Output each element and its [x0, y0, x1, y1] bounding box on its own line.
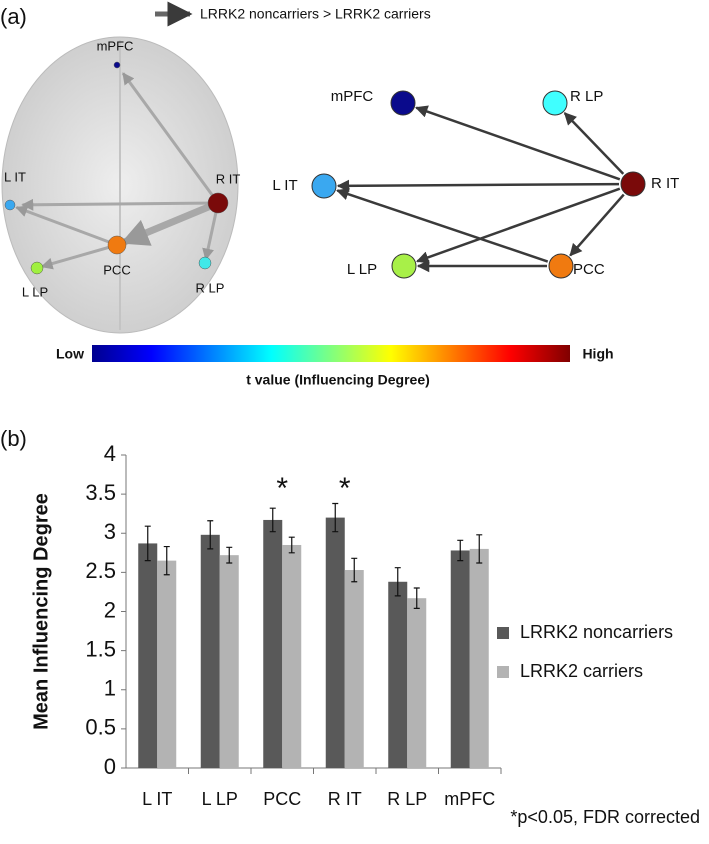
- brain-node: [107, 235, 127, 255]
- x-tick-label: R LP: [387, 789, 427, 809]
- brain-node-label: PCC: [103, 262, 130, 277]
- network-node: [390, 90, 416, 116]
- y-tick-label: 0: [104, 754, 116, 779]
- legend-label: LRRK2 noncarriers: [520, 622, 673, 642]
- error-bar: [332, 502, 339, 533]
- y-tick-label: 0.5: [85, 715, 116, 740]
- bar: [344, 570, 364, 768]
- y-tick-label: 3: [104, 519, 116, 544]
- network-node: [542, 90, 568, 116]
- network-edge: [336, 188, 549, 263]
- significance-marker: *: [339, 472, 351, 505]
- network-edge: [569, 193, 625, 257]
- error-bar: [351, 557, 358, 583]
- network-node-label: L IT: [272, 177, 297, 194]
- bar: [219, 555, 239, 768]
- legend-swatch: [497, 627, 509, 639]
- brain-edge: [121, 72, 220, 204]
- error-bar: [476, 534, 483, 564]
- legend-label: LRRK2 carriers: [520, 661, 643, 681]
- panel-label: (b): [0, 426, 27, 451]
- network-edge: [563, 112, 625, 175]
- network-node: [620, 171, 646, 197]
- brain-node-label: mPFC: [97, 38, 134, 53]
- error-bar: [269, 507, 276, 533]
- brain-node: [113, 61, 121, 69]
- note: *p<0.05, FDR corrected: [510, 807, 700, 827]
- network-node-label: mPFC: [331, 88, 374, 105]
- x-tick-label: mPFC: [444, 789, 495, 809]
- network-node-label: PCC: [573, 261, 605, 278]
- bar: [469, 548, 489, 768]
- brain-node: [30, 261, 44, 275]
- bar: [200, 534, 220, 768]
- x-tick-label: L LP: [202, 789, 238, 809]
- error-bar: [163, 545, 170, 576]
- network-edge: [415, 105, 621, 181]
- legend-text: LRRK2 noncarriers > LRRK2 carriers: [200, 6, 431, 22]
- bar: [407, 598, 427, 768]
- error-bar: [288, 536, 295, 554]
- colorbar-high: High: [582, 346, 613, 362]
- bar: [388, 581, 408, 768]
- network-node-label: R LP: [570, 88, 603, 105]
- brain-node-label: R LP: [196, 280, 225, 295]
- y-tick-label: 1: [104, 676, 116, 701]
- network-node-label: L LP: [347, 261, 377, 278]
- brain-node-label: L LP: [22, 284, 48, 299]
- colorbar-title: t value (Influencing Degree): [246, 372, 430, 388]
- bar: [450, 550, 470, 768]
- bar: [263, 519, 283, 768]
- x-tick-label: PCC: [263, 789, 301, 809]
- colorbar-low: Low: [56, 346, 84, 362]
- brain-node: [4, 199, 16, 211]
- colorbar: [92, 345, 570, 362]
- brain-node-label: L IT: [4, 169, 26, 184]
- network-node-label: R IT: [651, 175, 679, 192]
- brain-edge: [21, 198, 219, 211]
- legend-swatch: [497, 666, 509, 678]
- brain-edge: [40, 243, 118, 270]
- bar: [282, 544, 302, 768]
- x-tick-label: L IT: [142, 789, 172, 809]
- panel-label: (a): [0, 4, 27, 29]
- y-tick-label: 2.5: [85, 558, 116, 583]
- error-bar: [457, 539, 464, 562]
- error-bar: [207, 520, 214, 550]
- brain-node: [207, 192, 229, 214]
- network-node: [548, 253, 574, 279]
- x-tick-label: R IT: [328, 789, 362, 809]
- network-edge: [336, 179, 620, 193]
- significance-marker: *: [276, 472, 288, 505]
- y-tick-label: 1.5: [85, 636, 116, 661]
- brain-edge: [120, 199, 220, 246]
- error-bar: [394, 567, 401, 597]
- brain-edge: [15, 205, 118, 247]
- error-bar: [144, 525, 151, 562]
- network-edge: [416, 187, 621, 264]
- brain-node-label: R IT: [216, 171, 241, 186]
- error-bar: [413, 587, 420, 609]
- network-node: [391, 253, 417, 279]
- brain-node: [198, 256, 212, 270]
- y-tick-label: 4: [104, 441, 116, 466]
- bar: [325, 517, 345, 768]
- error-bar: [226, 546, 233, 564]
- bar: [138, 543, 158, 768]
- network-node: [311, 173, 337, 199]
- y-axis-label: Mean Influencing Degree: [30, 493, 52, 730]
- y-tick-label: 3.5: [85, 480, 116, 505]
- y-tick-label: 2: [104, 597, 116, 622]
- bar: [157, 560, 177, 768]
